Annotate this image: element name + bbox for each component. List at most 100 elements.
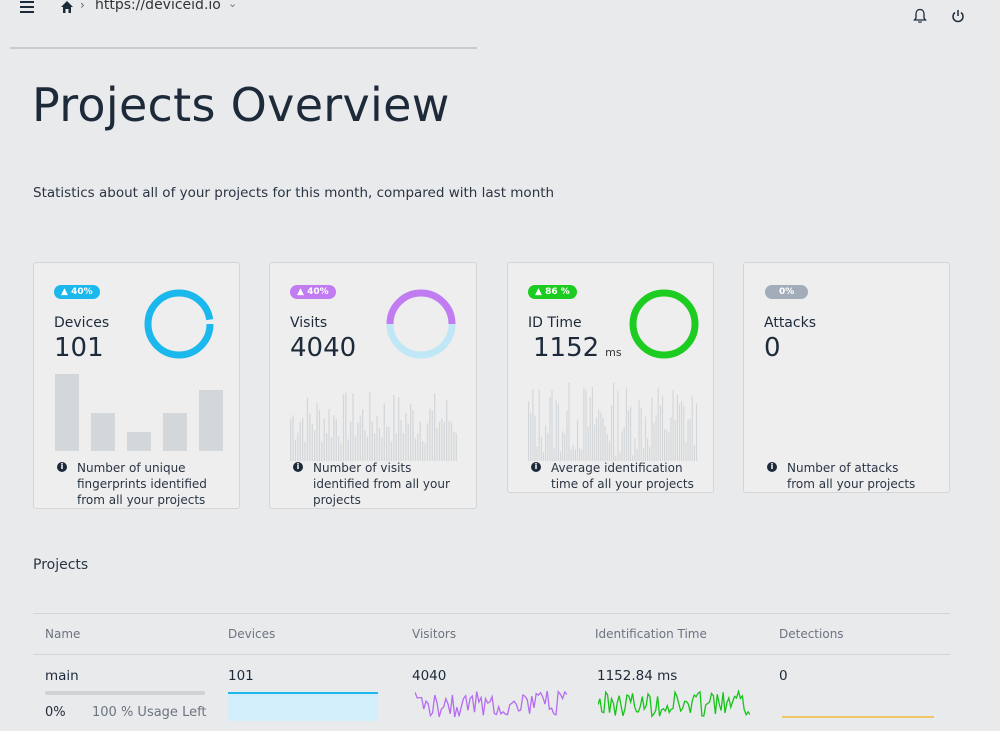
column-header-identification-time[interactable]: Identification Time — [595, 627, 707, 641]
chevron-down-icon[interactable]: ⌄ — [228, 0, 238, 10]
devices-bar — [91, 413, 115, 451]
spark-bar — [627, 410, 630, 461]
spark-bar — [304, 441, 306, 461]
spark-bar — [674, 420, 676, 461]
spark-bar — [359, 415, 361, 461]
visits-value: 4040 — [290, 333, 357, 363]
spark-bar — [666, 429, 668, 461]
spark-bar — [309, 413, 311, 461]
attacks-info-text: Number of attacks from all your projects — [787, 461, 916, 491]
column-header-detections[interactable]: Detections — [779, 627, 844, 641]
spark-bar — [655, 415, 657, 461]
spark-bar — [292, 415, 294, 461]
spark-bar — [371, 421, 373, 461]
spark-bar — [557, 403, 559, 461]
attacks-change-badge: 0% — [765, 285, 809, 299]
spark-bar — [678, 404, 681, 461]
spark-bar — [638, 400, 640, 461]
spark-bar — [681, 401, 683, 461]
spark-bar — [345, 392, 347, 461]
project-devices-value: 101 — [228, 668, 254, 684]
id-time-value: 1152 ms — [533, 333, 622, 363]
usage-percent: 0% — [45, 705, 66, 720]
spark-bar — [400, 420, 402, 461]
spark-bar — [388, 426, 390, 461]
spark-bar — [596, 417, 598, 461]
project-id-time-value: 1152.84 ms — [597, 668, 678, 684]
page-subtitle: Statistics about all of your projects fo… — [33, 185, 555, 201]
project-visitors-value: 4040 — [412, 668, 447, 684]
spark-bar — [581, 449, 583, 461]
id-time-card: ▲ 86 % ID Time 1152 ms i Average identifi… — [507, 262, 714, 493]
spark-bar — [446, 399, 448, 461]
spark-bar — [390, 441, 393, 461]
spark-bar — [297, 432, 299, 461]
spark-bar — [407, 423, 409, 461]
project-visitors-sparkline — [415, 690, 567, 718]
spark-bar — [668, 432, 670, 461]
spark-bar — [318, 409, 321, 461]
spark-bar — [591, 387, 593, 461]
bell-icon[interactable] — [913, 8, 927, 24]
spark-bar — [340, 443, 342, 461]
spark-bar — [651, 397, 653, 461]
spark-bar — [405, 412, 407, 461]
spark-bar — [676, 394, 678, 461]
usage-left-text: 100 % Usage Left — [92, 705, 207, 720]
spark-bar — [657, 387, 659, 461]
spark-bar — [598, 409, 600, 461]
spark-bar — [326, 433, 328, 461]
spark-bar — [417, 433, 419, 461]
spark-bar — [570, 449, 572, 461]
spark-bar — [562, 431, 564, 461]
spark-bar — [536, 446, 538, 461]
spark-bar — [378, 427, 381, 461]
spark-bar — [632, 455, 634, 461]
menu-icon[interactable] — [20, 1, 34, 13]
id-time-label: ID Time — [528, 315, 582, 331]
spark-bar — [619, 452, 621, 461]
power-icon[interactable] — [951, 8, 965, 24]
project-url-selector[interactable]: https://deviceid.io — [95, 0, 221, 13]
info-icon: i — [57, 462, 67, 472]
spark-bar — [630, 406, 632, 461]
column-header-name[interactable]: Name — [45, 627, 81, 641]
spark-bar — [608, 440, 610, 461]
spark-bar — [453, 431, 455, 461]
project-name-link[interactable]: main — [45, 668, 79, 684]
spark-bar — [530, 412, 532, 461]
spark-bar — [338, 436, 340, 461]
spark-bar — [321, 441, 323, 461]
spark-bar — [659, 405, 661, 461]
spark-bar — [419, 421, 421, 461]
spark-bar — [547, 433, 549, 461]
spark-bar — [642, 448, 644, 461]
column-header-devices[interactable]: Devices — [228, 627, 276, 641]
spark-bar — [636, 449, 638, 461]
id-time-change-badge: ▲ 86 % — [528, 285, 577, 299]
spark-bar — [302, 418, 304, 461]
spark-bar — [333, 415, 335, 461]
home-icon[interactable] — [60, 0, 74, 14]
spark-bar — [585, 389, 587, 461]
page-title: Projects Overview — [32, 78, 450, 132]
attacks-value: 0 — [764, 333, 781, 363]
spark-bar — [613, 383, 615, 461]
visits-info-text: Number of visits identified from all you… — [313, 461, 450, 507]
spark-bar — [450, 421, 453, 461]
spark-bar — [538, 389, 540, 461]
spark-bar — [342, 394, 345, 461]
project-devices-area-chart — [228, 692, 378, 721]
devices-bar — [127, 432, 151, 451]
spark-bar — [369, 391, 371, 461]
spark-bar — [374, 433, 376, 461]
devices-bar — [55, 374, 79, 451]
spark-bar — [664, 429, 666, 461]
spark-bar — [299, 421, 301, 461]
id-time-info-text: Average identification time of all your … — [551, 461, 694, 491]
spark-bar — [693, 445, 695, 461]
spark-bar — [448, 421, 450, 461]
column-header-visitors[interactable]: Visitors — [412, 627, 457, 641]
visits-label: Visits — [290, 315, 328, 331]
spark-bar — [579, 448, 581, 461]
